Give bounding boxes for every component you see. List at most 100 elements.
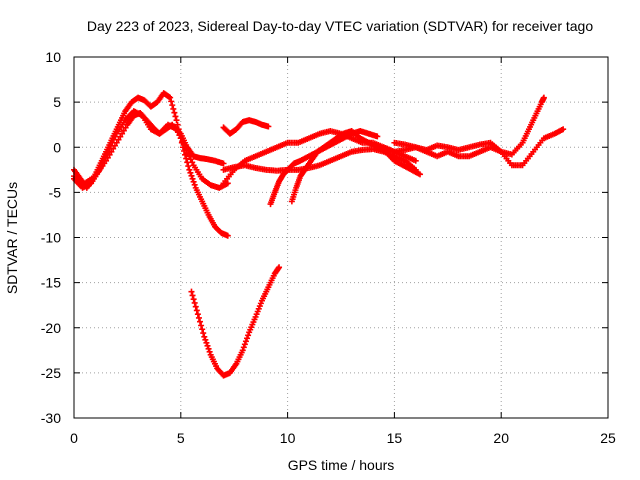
data-point bbox=[171, 109, 178, 116]
data-point bbox=[195, 314, 202, 321]
data-point bbox=[176, 132, 183, 139]
data-point bbox=[98, 163, 105, 170]
data-point bbox=[560, 126, 567, 133]
series-trace-i bbox=[288, 128, 424, 205]
data-point bbox=[412, 157, 419, 164]
x-tick-label: 25 bbox=[600, 430, 616, 446]
series-trace-e bbox=[188, 264, 283, 379]
data-point bbox=[103, 151, 110, 158]
data-point bbox=[193, 307, 200, 314]
data-point bbox=[186, 153, 193, 160]
data-point bbox=[99, 160, 106, 167]
data-point bbox=[96, 166, 103, 173]
data-point bbox=[180, 141, 187, 148]
data-point bbox=[105, 148, 112, 155]
data-point bbox=[189, 159, 196, 166]
data-point bbox=[197, 318, 204, 325]
data-point bbox=[120, 127, 127, 134]
data-point bbox=[187, 169, 194, 176]
data-point bbox=[183, 147, 190, 154]
data-point bbox=[242, 338, 249, 345]
axis-ticks: 0 5 10 15 20 25 10 5 0 -5 -10 -15 -20 -25 -30 bbox=[41, 49, 616, 446]
data-point bbox=[190, 178, 197, 185]
y-tick-label: -15 bbox=[41, 275, 61, 291]
data-point bbox=[174, 129, 181, 136]
data-point bbox=[201, 333, 208, 340]
data-point bbox=[239, 347, 246, 354]
data-point bbox=[173, 117, 180, 124]
data-point bbox=[194, 311, 201, 318]
data-point bbox=[202, 336, 209, 343]
data-point bbox=[220, 160, 227, 167]
y-axis-title: SDTVAR / TECUs bbox=[4, 182, 20, 294]
data-point bbox=[224, 232, 231, 239]
series-trace-j bbox=[380, 94, 547, 160]
data-point bbox=[177, 135, 184, 142]
data-point bbox=[199, 326, 206, 333]
data-point bbox=[244, 335, 251, 342]
x-tick-label: 15 bbox=[387, 430, 403, 446]
y-tick-label: 10 bbox=[45, 49, 61, 65]
chart-title: Day 223 of 2023, Sidereal Day-to-day VTE… bbox=[87, 18, 594, 34]
data-point bbox=[179, 138, 186, 145]
data-point bbox=[100, 157, 107, 164]
data-point bbox=[206, 348, 213, 355]
y-tick-label: -30 bbox=[41, 410, 61, 426]
x-tick-label: 5 bbox=[177, 430, 185, 446]
data-point bbox=[265, 123, 272, 130]
data-point bbox=[205, 345, 212, 352]
data-point bbox=[245, 332, 252, 339]
data-series bbox=[71, 90, 567, 379]
data-point bbox=[203, 339, 210, 346]
data-point bbox=[188, 288, 195, 295]
x-tick-label: 10 bbox=[280, 430, 296, 446]
y-tick-label: 0 bbox=[53, 139, 61, 155]
data-point bbox=[170, 105, 177, 112]
data-point bbox=[168, 98, 175, 105]
data-point bbox=[190, 296, 197, 303]
data-point bbox=[182, 144, 189, 151]
data-point bbox=[189, 292, 196, 299]
data-point bbox=[106, 145, 113, 152]
data-point bbox=[198, 322, 205, 329]
data-point bbox=[108, 142, 115, 149]
data-point bbox=[187, 156, 194, 163]
y-tick-label: -20 bbox=[41, 320, 61, 336]
data-point bbox=[109, 139, 116, 146]
data-point bbox=[240, 344, 247, 351]
y-tick-label: 5 bbox=[53, 94, 61, 110]
data-point bbox=[186, 166, 193, 173]
data-point bbox=[172, 113, 179, 120]
y-tick-label: -25 bbox=[41, 365, 61, 381]
series-trace-d bbox=[220, 117, 272, 137]
data-point bbox=[184, 150, 191, 157]
data-point bbox=[191, 299, 198, 306]
data-point bbox=[167, 94, 174, 101]
data-point bbox=[417, 171, 424, 178]
y-tick-label: -5 bbox=[49, 184, 62, 200]
data-point bbox=[241, 341, 248, 348]
data-point bbox=[200, 330, 207, 337]
x-axis-title: GPS time / hours bbox=[288, 457, 395, 473]
data-point bbox=[204, 342, 211, 349]
data-point bbox=[119, 130, 126, 137]
data-point bbox=[192, 303, 199, 310]
data-point bbox=[102, 154, 109, 161]
data-point bbox=[110, 136, 117, 143]
data-point bbox=[374, 133, 381, 140]
series-trace-k bbox=[391, 126, 567, 169]
data-point bbox=[173, 126, 180, 133]
y-tick-label: -10 bbox=[41, 230, 61, 246]
data-point bbox=[185, 163, 192, 170]
data-point bbox=[188, 172, 195, 179]
data-point bbox=[169, 102, 176, 109]
data-point bbox=[276, 264, 283, 271]
data-point bbox=[191, 181, 198, 188]
data-point bbox=[540, 94, 547, 101]
data-point bbox=[189, 175, 196, 182]
data-point bbox=[112, 133, 119, 140]
data-point bbox=[174, 121, 181, 128]
x-tick-label: 0 bbox=[70, 430, 78, 446]
